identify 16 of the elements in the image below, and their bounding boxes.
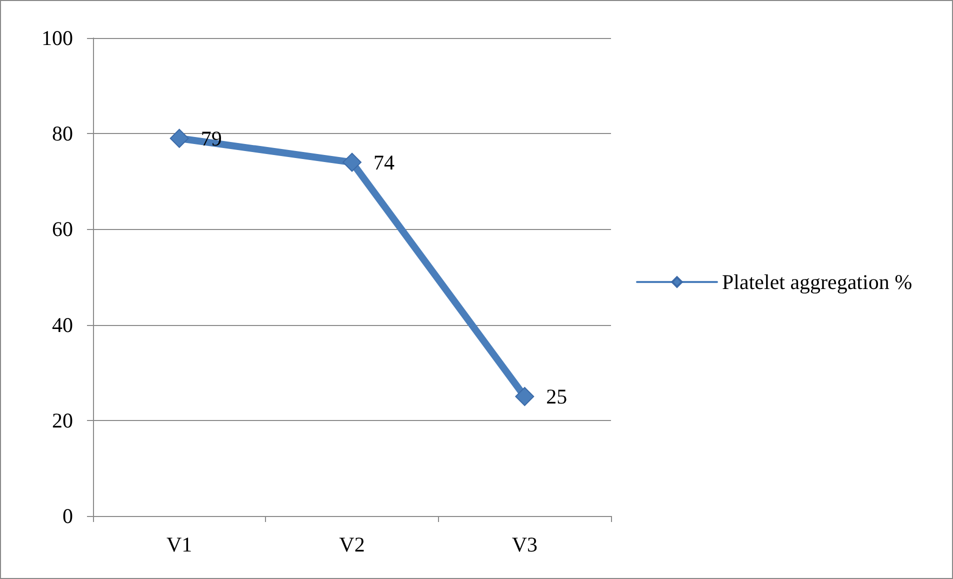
y-tick-label: 40	[52, 312, 73, 337]
data-label: 79	[200, 126, 222, 150]
data-label: 74	[374, 150, 395, 174]
point	[170, 128, 189, 148]
y-tick-label: 100	[42, 26, 73, 50]
y-tick-label: 80	[52, 122, 73, 146]
legend-label: Platelet aggregation %	[722, 270, 912, 294]
y-tick-label: 0	[62, 504, 73, 528]
x-tick-label: V3	[512, 532, 538, 556]
point	[342, 152, 362, 172]
data-label: 25	[546, 384, 568, 408]
x-tick-label: V2	[339, 532, 365, 556]
y-tick-label: 60	[52, 217, 73, 242]
point	[515, 387, 534, 406]
y-tick-label: 20	[52, 408, 73, 432]
x-tick-label: V1	[166, 532, 192, 556]
